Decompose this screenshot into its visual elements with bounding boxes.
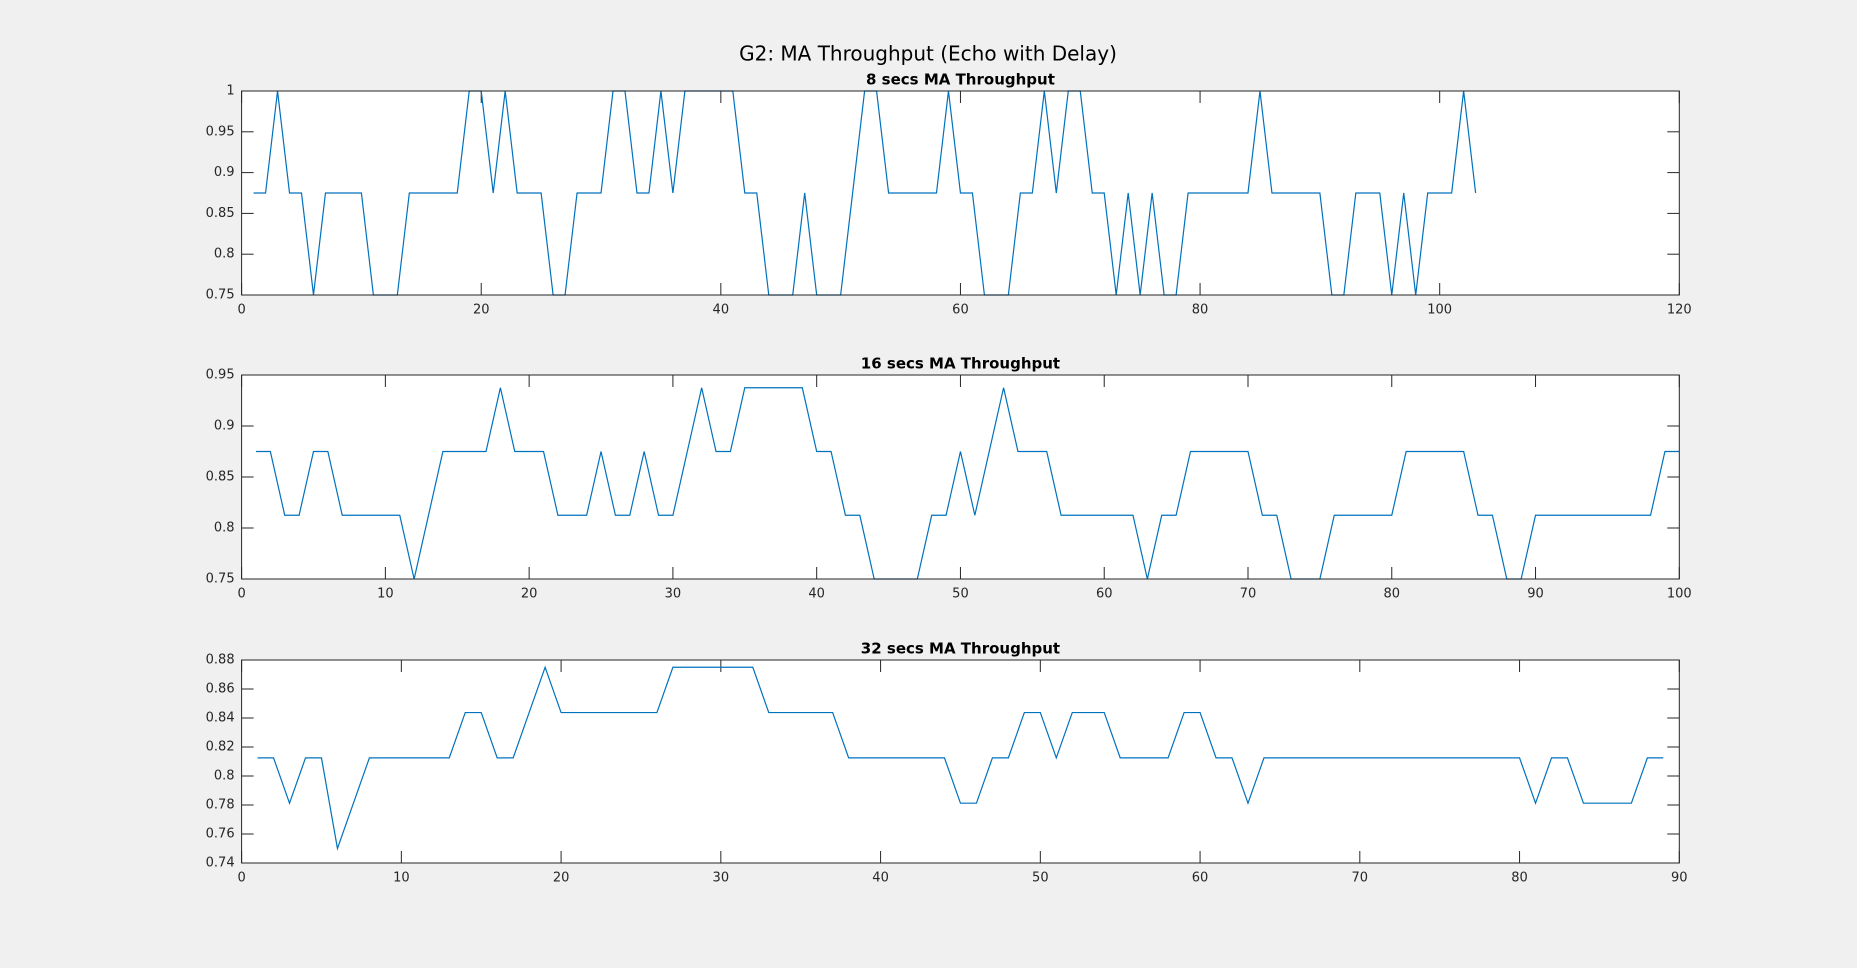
y-tick-label: 0.75 [206, 288, 235, 303]
axes-background [241, 375, 1680, 579]
x-tick-label: 40 [872, 871, 889, 886]
x-tick-label: 20 [473, 303, 490, 318]
x-tick-label: 50 [1032, 871, 1049, 886]
x-tick-label: 10 [393, 871, 410, 886]
figure-title: G2: MA Throughput (Echo with Delay) [739, 42, 1117, 66]
x-tick-label: 100 [1667, 587, 1692, 602]
y-tick-label: 0.9 [214, 419, 235, 434]
x-tick-label: 100 [1427, 303, 1452, 318]
y-tick-label: 0.76 [206, 827, 235, 842]
x-tick-label: 30 [713, 871, 730, 886]
x-tick-label: 90 [1527, 587, 1544, 602]
x-tick-label: 40 [808, 587, 825, 602]
axes-frame [241, 659, 1680, 864]
x-tick-label: 90 [1671, 871, 1688, 886]
y-tick-label: 0.85 [206, 470, 235, 485]
y-tick-label: 0.8 [214, 769, 235, 784]
x-tick-label: 0 [237, 303, 245, 318]
x-tick-label: 40 [713, 303, 730, 318]
data-line [257, 665, 1664, 851]
x-tick-label: 0 [237, 587, 245, 602]
axes-frame [241, 374, 1680, 580]
y-tick-label: 0.82 [206, 740, 235, 755]
y-tick-label: 0.8 [214, 521, 235, 536]
y-tick-label: 0.95 [206, 368, 235, 383]
x-tick-label: 60 [1192, 871, 1209, 886]
y-tick-label: 0.8 [214, 247, 235, 262]
axes-title: 32 secs MA Throughput [861, 640, 1060, 658]
x-tick-label: 80 [1192, 303, 1209, 318]
y-tick-label: 0.88 [206, 653, 235, 668]
y-tick-label: 0.78 [206, 798, 235, 813]
x-tick-label: 60 [1096, 587, 1113, 602]
x-tick-label: 50 [952, 587, 969, 602]
y-tick-label: 0.85 [206, 206, 235, 221]
axes-title: 16 secs MA Throughput [861, 355, 1060, 373]
axes-title: 8 secs MA Throughput [866, 71, 1055, 89]
y-tick-label: 0.74 [206, 856, 235, 871]
y-tick-label: 0.95 [206, 124, 235, 139]
x-tick-label: 70 [1240, 587, 1257, 602]
y-tick-label: 0.84 [206, 711, 235, 726]
x-tick-label: 80 [1383, 587, 1400, 602]
axes-background [241, 660, 1680, 863]
axes-frame [241, 90, 1680, 296]
y-tick-label: 1 [226, 84, 234, 99]
data-line [255, 387, 1680, 580]
y-tick-label: 0.75 [206, 572, 235, 587]
y-tick-label: 0.9 [214, 165, 235, 180]
x-tick-label: 60 [952, 303, 969, 318]
y-tick-label: 0.86 [206, 682, 235, 697]
x-tick-label: 20 [521, 587, 538, 602]
x-tick-label: 120 [1667, 303, 1692, 318]
x-tick-label: 80 [1511, 871, 1528, 886]
x-tick-label: 30 [665, 587, 682, 602]
x-tick-label: 20 [553, 871, 570, 886]
x-tick-label: 70 [1352, 871, 1369, 886]
x-tick-label: 10 [377, 587, 394, 602]
x-tick-label: 0 [237, 871, 245, 886]
